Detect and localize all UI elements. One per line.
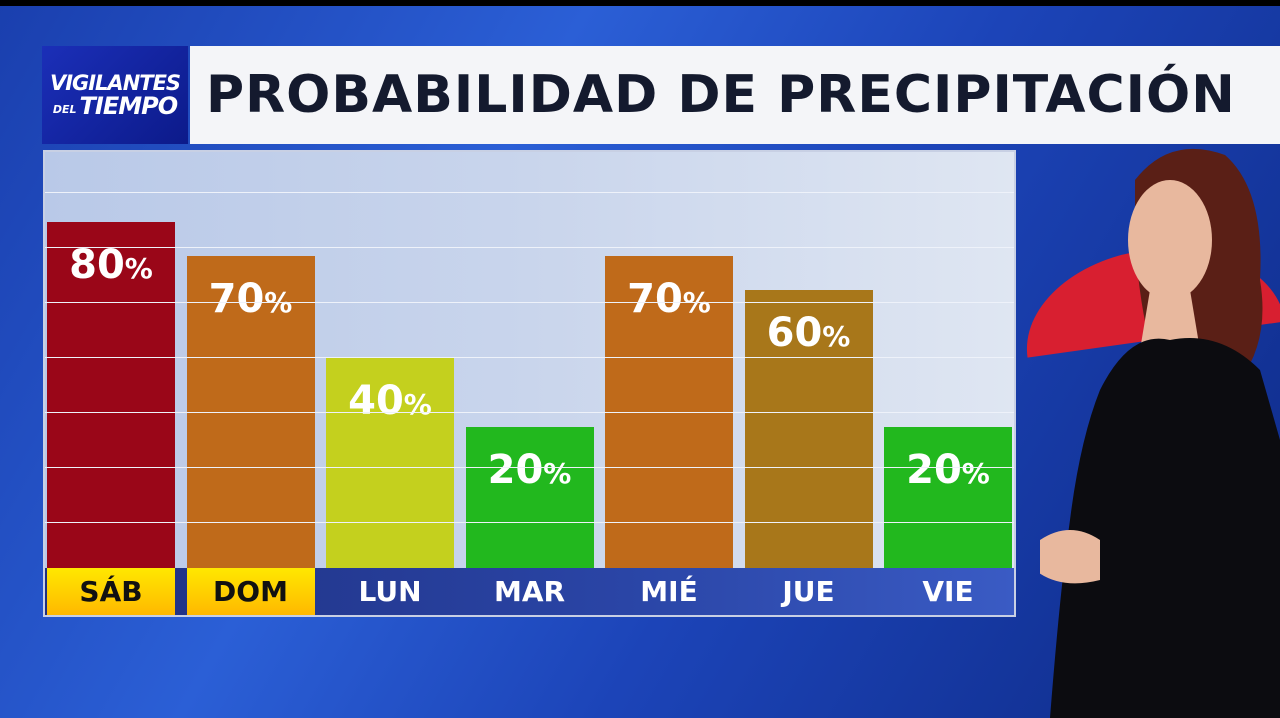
bar-4: 70% [605,255,733,568]
logo-del: DEL [52,102,77,116]
bar-6: 20% [884,426,1012,568]
logo-line1: VIGILANTES [49,70,181,95]
bar-0: 80% [47,221,175,568]
bar-value-label: 20 [906,446,962,493]
day-label: SÁB [47,568,175,615]
gridline [45,412,1014,413]
gridline [45,302,1014,303]
bar-value-label: 20 [487,446,544,493]
presenter-silhouette [1040,148,1280,718]
day-label: VIE [922,575,974,608]
day-label: LUN [358,575,422,608]
bar-3: 20% [465,426,594,568]
page-title: PROBABILIDAD DE PRECIPITACIÓN [206,65,1236,125]
top-border [0,0,1280,6]
gridline [45,467,1014,468]
bar-value-label: 80 [69,241,125,288]
day-label-band: SÁB DOM LUN MAR MIÉ JUE VIE [45,568,1014,615]
day-label: MAR [493,575,566,608]
gridline [45,192,1014,193]
gridline [45,522,1014,523]
vigilantes-del-tiempo-logo: VIGILANTES DEL TIEMPO [42,46,188,144]
unit-label: % [822,319,851,353]
bar-1: 70% [186,255,315,568]
bar-value-label: 70 [208,275,265,322]
day-label: DOM [186,568,315,615]
unit-label: % [961,456,990,490]
logo-tiempo: TIEMPO [79,91,179,120]
day-label: MIÉ [640,575,698,608]
logo-line2: DEL TIEMPO [52,91,179,120]
unit-label: % [403,388,432,422]
title-bar: PROBABILIDAD DE PRECIPITACIÓN [190,46,1280,144]
unit-label: % [124,251,153,285]
bar-value-label: 60 [766,309,823,356]
chart-panel: 80% 70% 40% 20% 70% 60% 20% SÁB DOM LUN MAR MIÉ JUE V… [43,150,1016,617]
bar-5: 60% [744,289,873,568]
bar-value-label: 70 [627,275,683,322]
gridline [45,247,1014,248]
unit-label: % [543,456,572,490]
gridline [45,357,1014,358]
bar-value-label: 40 [348,378,404,425]
bar-2: 40% [326,358,454,568]
day-label: JUE [782,575,835,608]
